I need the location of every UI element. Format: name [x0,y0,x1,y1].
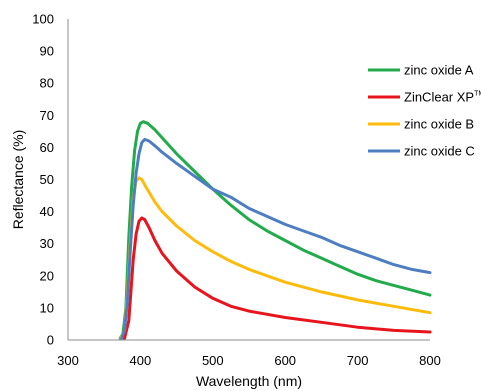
y-axis-label: Reflectance (%) [10,130,26,230]
y-tick-label: 70 [40,108,54,123]
legend-label: ZinClear XPTM [404,90,481,105]
plot-area [118,120,432,340]
y-tick-labels: 0 10 20 30 40 50 60 70 80 90 100 [32,12,54,348]
series-line-1 [118,120,432,340]
axes [67,19,430,341]
legend-label: zinc oxide B [404,117,474,132]
y-tick-label: 80 [40,76,54,91]
legend: zinc oxide A ZinClear XPTM zinc oxide B zin… [368,63,481,159]
y-tick-label: 40 [40,204,54,219]
y-tick-label: 50 [40,172,54,187]
series-line-2 [123,216,432,340]
y-tick-label: 90 [40,44,54,59]
x-tick-label: 800 [419,353,441,368]
x-tick-label: 500 [202,353,224,368]
y-tick-label: 20 [40,268,54,283]
x-tick-label: 400 [130,353,152,368]
y-tick-label: 100 [32,12,54,27]
x-tick-label: 600 [274,353,296,368]
y-tick-label: 10 [40,300,54,315]
legend-label-superscript: TM [474,91,481,98]
legend-label: zinc oxide A [404,63,474,78]
x-tick-label: 700 [347,353,369,368]
y-tick-label: 0 [47,333,54,348]
series-line-4 [120,137,432,340]
y-tick-label: 30 [40,236,54,251]
x-tick-label: 300 [57,353,79,368]
y-tick-label: 60 [40,140,54,155]
legend-label: zinc oxide C [404,144,475,159]
x-axis-label: Wavelength (nm) [196,373,302,389]
x-tick-labels: 300 400 500 600 700 800 [57,353,441,368]
